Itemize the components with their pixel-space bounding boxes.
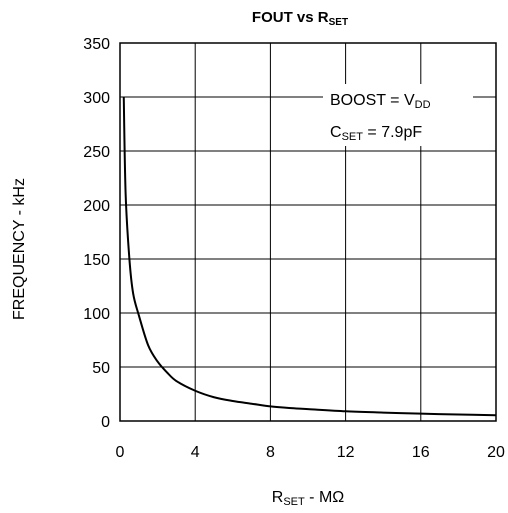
y-tick-label: 250 [83,144,110,161]
y-tick-label: 150 [83,252,110,269]
y-tick-label: 100 [83,306,110,323]
annotation-text-main: BOOST = V [330,92,415,109]
x-tick-label: 16 [412,444,430,461]
x-tick-label: 0 [116,444,125,461]
y-tick-label: 200 [83,198,110,215]
annotation-text: BOOST = VDD [330,92,431,111]
chart-title-sub: SET [329,17,348,28]
y-tick-label: 350 [83,36,110,53]
y-tick-label: 300 [83,90,110,107]
chart-title-main: FOUT vs R [252,9,329,26]
annotation-text-rest: = 7.9pF [363,124,422,141]
x-tick-label: 4 [191,444,200,461]
x-tick-label: 8 [266,444,275,461]
y-tick-labels: 0 50 100 150 200 250 300 350 [83,36,110,431]
annotations: BOOST = VDD CSET = 7.9pF [323,84,473,146]
x-tick-labels: 0 4 8 12 16 20 [116,444,505,461]
y-axis-label: FREQUENCY - kHz [11,178,28,320]
x-tick-label: 20 [487,444,505,461]
x-axis-label-sub: SET [283,496,305,508]
y-tick-label: 0 [101,414,110,431]
annotation-box [323,84,473,146]
chart-title: FOUT vs RSET [252,9,348,28]
y-tick-label: 50 [92,360,110,377]
plot-frame [119,42,497,422]
annotation-text-sub: DD [415,99,431,111]
x-axis-label-rest: - MΩ [305,489,345,506]
annotation-text-sub: SET [342,131,364,143]
annotation-text: CSET = 7.9pF [330,124,422,143]
x-tick-label: 12 [337,444,355,461]
x-axis-label: RSET - MΩ [272,489,345,508]
annotation-text-main: C [330,124,342,141]
x-axis-label-main: R [272,489,284,506]
series-line [122,96,497,417]
